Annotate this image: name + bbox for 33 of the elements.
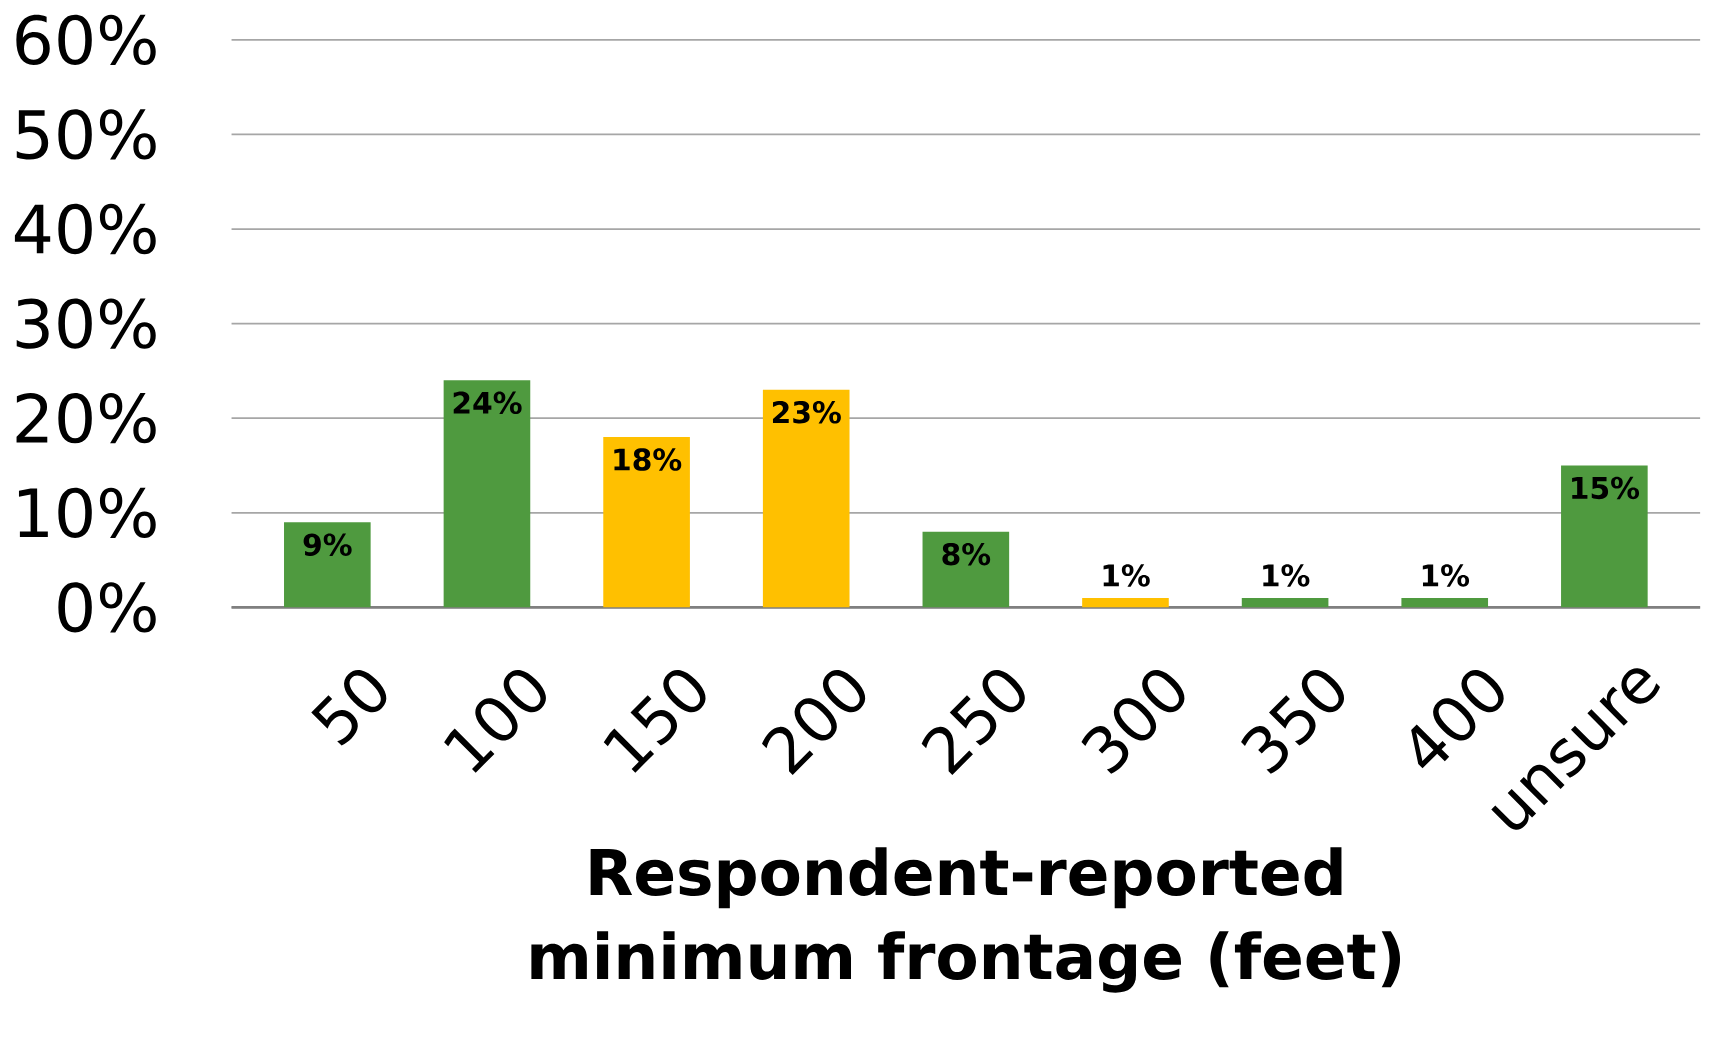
y-tick-label: 20% <box>16 392 156 444</box>
data-label: 23% <box>772 400 841 424</box>
data-label: 24% <box>453 391 522 414</box>
x-tick-label: 300 <box>1081 669 1185 774</box>
y-tick-label: 10% <box>18 487 156 538</box>
data-label: 1% <box>1422 564 1470 587</box>
data-label: 15% <box>1572 476 1640 499</box>
x-tick-label: 100 <box>444 669 546 773</box>
x-tick-label: 250 <box>921 669 1025 775</box>
bar <box>922 531 1010 608</box>
bar <box>1561 465 1648 608</box>
y-tick-label: 40% <box>14 203 156 254</box>
bar <box>603 436 690 608</box>
data-label: 9% <box>303 533 352 556</box>
bar <box>443 380 531 608</box>
bar <box>1082 597 1169 608</box>
x-tick-label: 350 <box>1241 669 1345 774</box>
x-tick-label: 200 <box>762 669 866 775</box>
y-tick-label: 60% <box>16 14 156 65</box>
bar <box>762 389 850 608</box>
y-tick-label: 0% <box>58 582 156 633</box>
data-label: 1% <box>1103 564 1150 587</box>
bar <box>1401 597 1489 608</box>
bar <box>1241 597 1329 608</box>
x-axis-title: Respondent-reported minimum frontage (feet) <box>531 846 1401 993</box>
data-label: 1% <box>1263 564 1310 587</box>
x-tick-label: 150 <box>603 669 706 773</box>
y-tick-label: 30% <box>16 298 156 349</box>
data-label: 8% <box>942 542 991 566</box>
bar <box>284 522 371 608</box>
data-label: 18% <box>614 448 682 471</box>
y-tick-label: 50% <box>16 109 156 160</box>
x-tick-label: 50 <box>311 669 387 746</box>
